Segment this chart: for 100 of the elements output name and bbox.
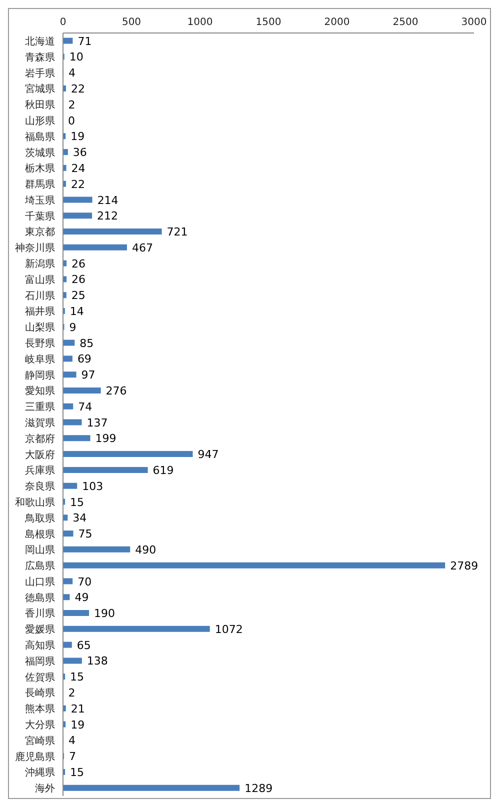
y-tick-label: 福島県 (25, 130, 55, 143)
y-tick-label: 北海道 (25, 36, 55, 48)
data-label: 2789 (450, 559, 478, 572)
y-tick-label: 島根県 (25, 528, 55, 540)
data-label: 24 (71, 162, 86, 175)
y-tick-label: 広島県 (25, 560, 55, 572)
y-tick-label: 石川県 (25, 290, 55, 302)
y-tick-label: 山梨県 (25, 322, 55, 334)
y-tick-label: 高知県 (25, 640, 55, 652)
y-tick-label: 秋田県 (25, 99, 55, 112)
data-label: 26 (72, 257, 86, 270)
y-tick-label: 富山県 (25, 274, 55, 286)
data-label: 103 (82, 480, 104, 493)
y-tick-label: 香川県 (25, 608, 55, 620)
x-tick-label: 2000 (324, 17, 350, 28)
data-label: 9 (69, 320, 76, 334)
x-tick-label: 1000 (187, 17, 213, 28)
y-tick-label: 埼玉県 (24, 194, 55, 206)
y-tick-label: 岡山県 (25, 544, 55, 556)
y-tick-label: 奈良県 (25, 480, 55, 493)
data-label: 0 (68, 114, 75, 128)
y-tick-label: 滋賀県 (25, 417, 55, 429)
data-label: 26 (72, 273, 86, 286)
data-label: 69 (77, 352, 92, 366)
y-tick-label: 大阪府 (25, 448, 55, 461)
data-label: 19 (70, 130, 85, 144)
data-label: 34 (72, 512, 87, 525)
data-label: 467 (132, 241, 153, 254)
data-label: 49 (74, 591, 89, 604)
data-label: 199 (95, 432, 116, 446)
y-tick-label: 佐賀県 (25, 671, 55, 684)
y-tick-label: 宮城県 (25, 83, 55, 96)
data-label: 19 (70, 718, 85, 732)
y-tick-label: 海外 (35, 782, 55, 795)
y-tick-label: 神奈川県 (15, 242, 55, 254)
x-tick-label: 3000 (461, 17, 487, 28)
y-tick-label: 群馬県 (25, 178, 55, 191)
y-tick-label: 鹿児島県 (15, 750, 55, 763)
y-tick-label: 熊本県 (25, 703, 55, 716)
y-tick-label: 大分県 (25, 719, 55, 732)
y-tick-label: 鳥取県 (24, 512, 55, 524)
data-label: 1072 (214, 622, 243, 636)
data-label: 74 (78, 400, 92, 414)
data-label: 7 (68, 750, 76, 764)
y-tick-label: 三重県 (25, 401, 55, 414)
data-label: 276 (106, 384, 127, 398)
data-label: 10 (69, 50, 84, 64)
y-tick-label: 山形県 (25, 114, 55, 127)
data-label: 137 (86, 416, 108, 430)
y-tick-label: 福岡県 (25, 655, 55, 668)
y-tick-label: 福井県 (25, 306, 55, 318)
data-label: 97 (81, 368, 96, 382)
y-tick-label: 長崎県 (25, 687, 55, 700)
y-tick-label: 沖縄県 (25, 766, 55, 779)
y-tick-label: 東京都 (25, 226, 55, 238)
y-tick-label: 岐阜県 (25, 353, 55, 366)
data-label: 947 (198, 448, 219, 462)
y-tick-label: 宮崎県 (25, 734, 55, 747)
y-tick-label: 長野県 (25, 338, 55, 350)
data-label: 619 (152, 464, 174, 477)
y-tick-label: 山口県 (25, 576, 55, 588)
data-label: 85 (80, 336, 94, 350)
data-label: 2 (68, 98, 76, 112)
y-tick-label: 千葉県 (25, 210, 55, 222)
data-label: 25 (71, 289, 86, 302)
data-label: 138 (86, 654, 108, 668)
data-label: 71 (78, 34, 92, 48)
data-label: 36 (72, 146, 87, 160)
y-tick-label: 茨城県 (25, 146, 55, 159)
data-label: 721 (166, 226, 188, 239)
data-label: 14 (70, 305, 84, 318)
data-label: 212 (97, 210, 118, 223)
data-label: 22 (71, 82, 86, 96)
data-label: 15 (70, 766, 84, 780)
x-tick-label: 0 (60, 17, 66, 28)
data-label: 190 (94, 607, 116, 620)
data-label: 2 (68, 686, 76, 700)
y-tick-label: 岩手県 (25, 67, 55, 80)
data-label: 15 (70, 496, 84, 509)
data-label: 22 (71, 178, 86, 191)
x-tick-label: 1500 (256, 17, 282, 28)
data-label: 4 (68, 66, 76, 80)
y-tick-label: 栃木県 (25, 162, 55, 175)
x-tick-label: 2500 (392, 17, 418, 28)
y-tick-label: 徳島県 (25, 592, 55, 604)
x-tick-label: 500 (122, 17, 142, 28)
y-tick-label: 京都府 (25, 432, 55, 445)
data-label: 21 (70, 702, 85, 716)
data-label: 65 (76, 638, 91, 652)
data-label: 214 (97, 194, 118, 207)
y-tick-label: 青森県 (25, 51, 55, 64)
data-label: 1289 (244, 782, 273, 795)
y-tick-label: 愛媛県 (25, 624, 55, 636)
y-tick-label: 新潟県 (25, 258, 55, 270)
data-label: 490 (135, 543, 156, 556)
data-label: 70 (78, 575, 92, 588)
data-label: 4 (68, 734, 76, 748)
y-tick-label: 兵庫県 (25, 464, 55, 477)
data-label: 75 (78, 528, 92, 541)
y-tick-label: 和歌山県 (15, 496, 55, 508)
